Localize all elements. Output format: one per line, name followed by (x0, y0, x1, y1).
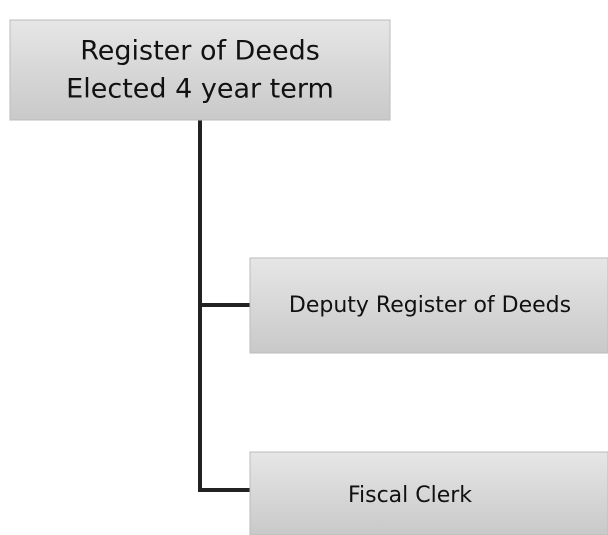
node-box (249, 257, 608, 354)
connector (198, 118, 250, 492)
node-box (9, 19, 391, 121)
node-label: Elected 4 year term (66, 74, 334, 105)
node-label: Deputy Register of Deeds (289, 293, 571, 318)
node-label: Register of Deeds (80, 36, 320, 67)
node-label: Fiscal Clerk (348, 483, 472, 508)
node-box (249, 451, 608, 535)
